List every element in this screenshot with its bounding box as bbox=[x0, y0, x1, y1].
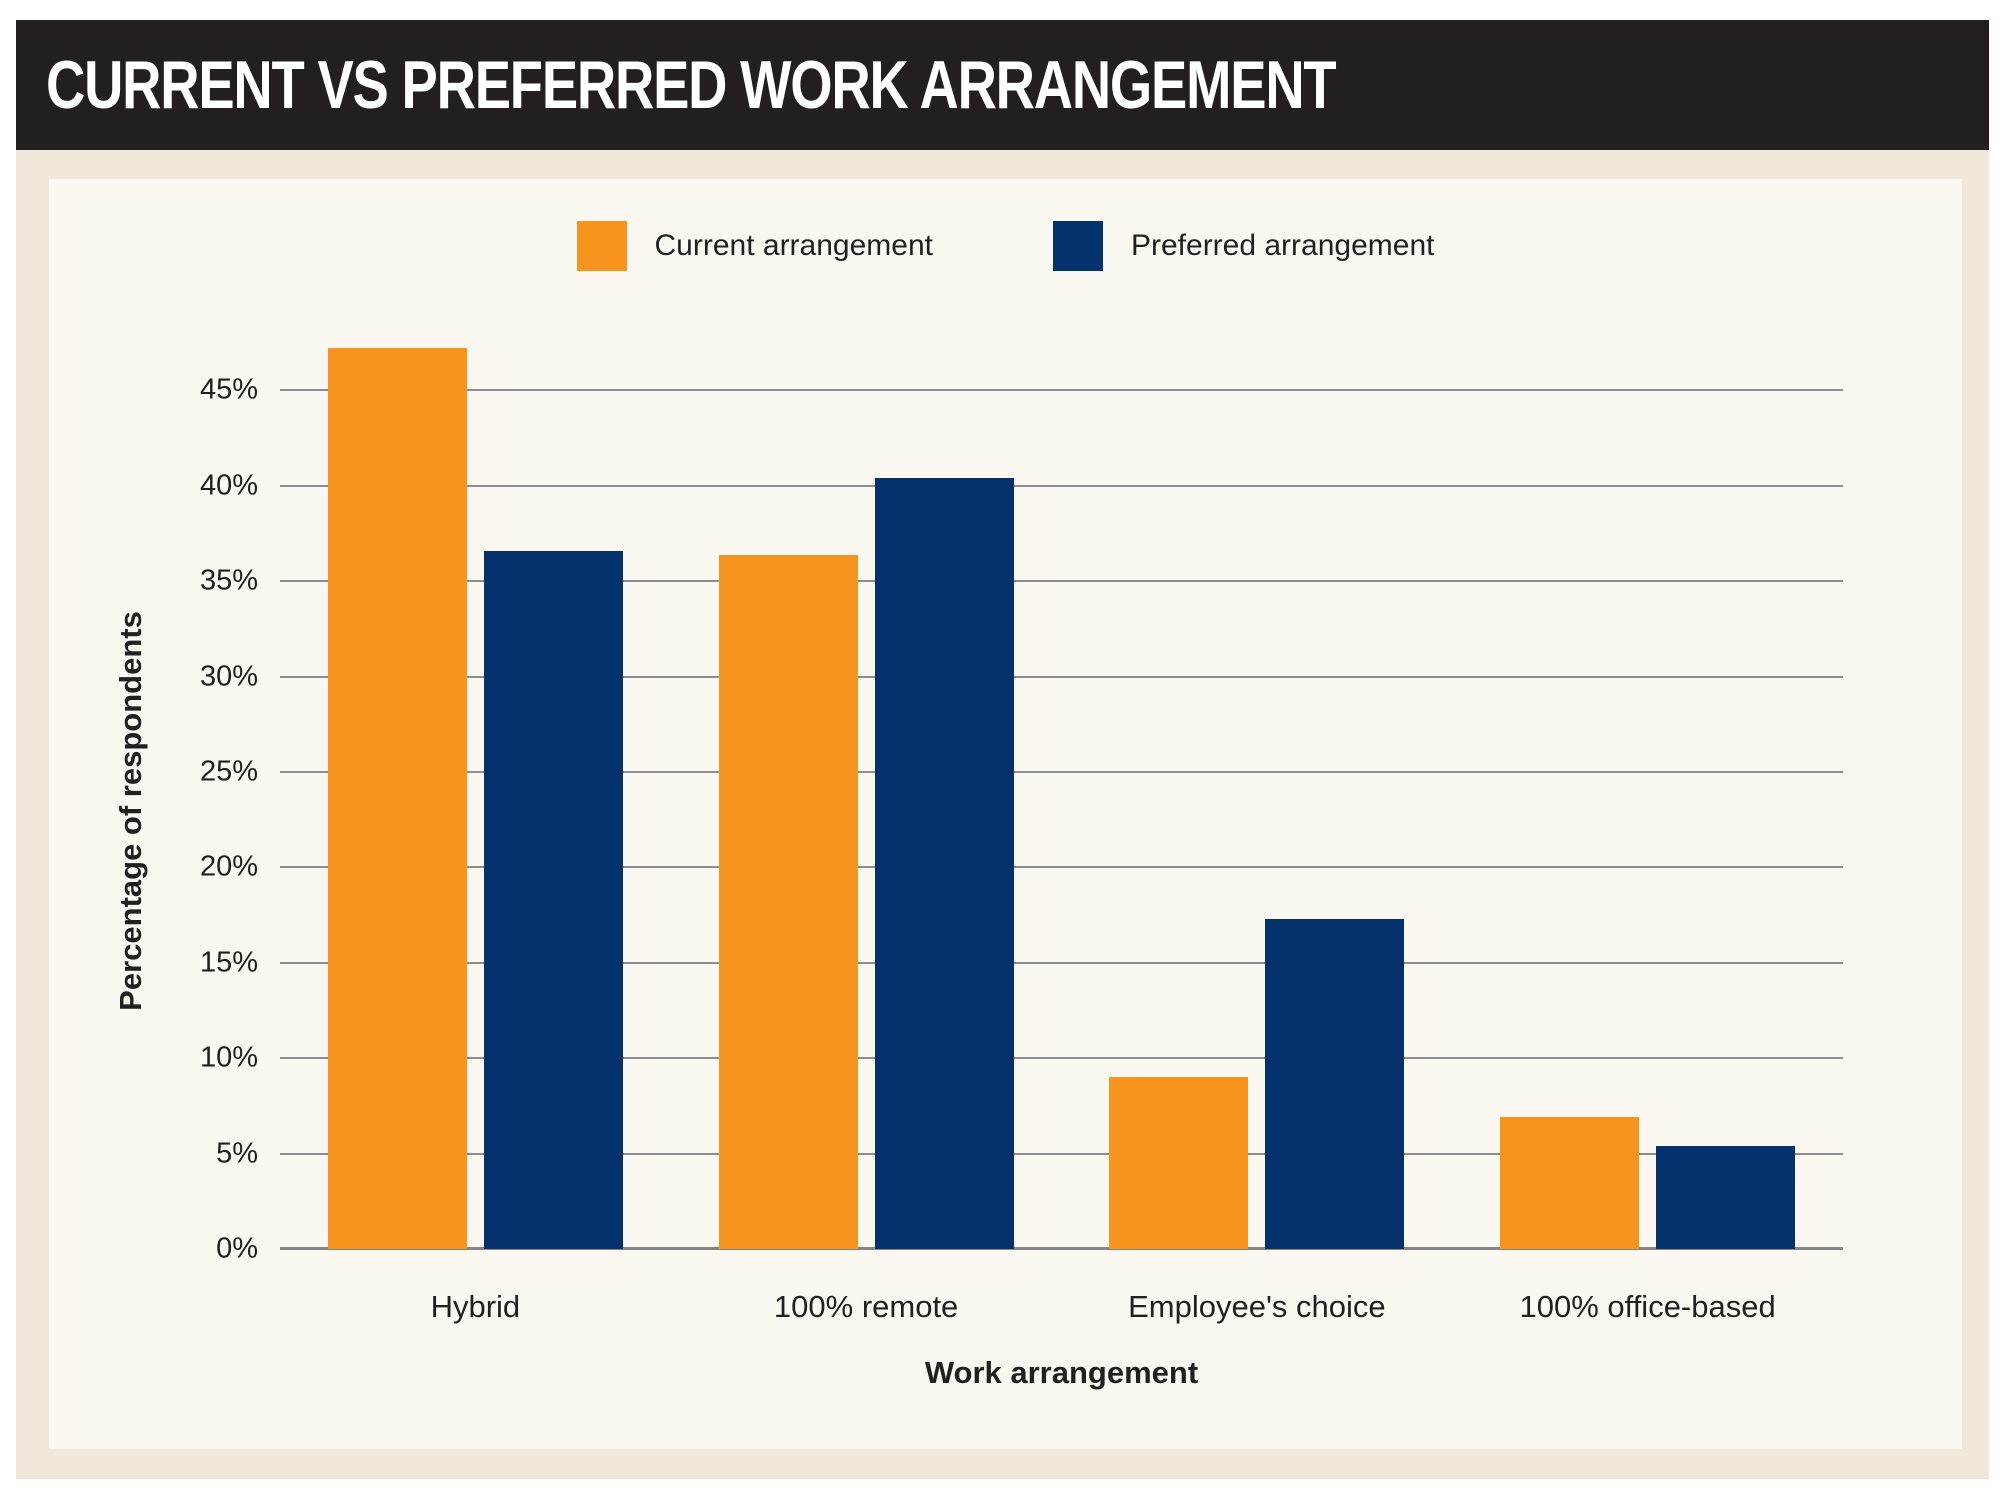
chart-panel: Current arrangement Preferred arrangemen… bbox=[49, 179, 1962, 1449]
header-bar: CURRENT VS PREFERRED WORK ARRANGEMENT bbox=[16, 20, 1989, 150]
y-tick-label: 30% bbox=[199, 660, 258, 693]
x-tick-label: Employee's choice bbox=[1128, 1289, 1386, 1324]
bar-current-1 bbox=[718, 554, 858, 1249]
chart-title: CURRENT VS PREFERRED WORK ARRANGEMENT bbox=[46, 47, 1337, 123]
legend-item-preferred: Preferred arrangement bbox=[1052, 221, 1435, 271]
y-tick-label: 0% bbox=[216, 1232, 258, 1265]
x-tick-label: 100% remote bbox=[773, 1289, 959, 1324]
bar-preferred-2 bbox=[1265, 918, 1405, 1249]
y-tick-label: 5% bbox=[216, 1137, 258, 1170]
gridline bbox=[280, 580, 1843, 583]
gridline bbox=[280, 389, 1843, 392]
x-axis-labels: Hybrid 100% remote Employee's choice 100% o… bbox=[280, 1289, 1843, 1325]
y-tick-label: 20% bbox=[199, 850, 258, 883]
x-axis-title: Work arrangement bbox=[924, 1355, 1199, 1390]
bar-group bbox=[671, 295, 1062, 1249]
gridline bbox=[280, 1152, 1843, 1155]
bar-group bbox=[280, 295, 671, 1249]
x-tick-label: Hybrid bbox=[430, 1289, 521, 1324]
y-tick-label: 25% bbox=[199, 755, 258, 788]
gridline bbox=[280, 866, 1843, 869]
gridline bbox=[280, 961, 1843, 964]
y-axis-title: Percentage of respondents bbox=[113, 611, 148, 1011]
gridline bbox=[280, 484, 1843, 487]
legend-item-current: Current arrangement bbox=[576, 221, 933, 271]
y-tick-label: 10% bbox=[199, 1041, 258, 1074]
legend-label-current: Current arrangement bbox=[654, 229, 933, 262]
x-tick-label: 100% office-based bbox=[1519, 1289, 1776, 1324]
bars-layer bbox=[280, 295, 1843, 1249]
x-axis-line bbox=[280, 1247, 1843, 1250]
legend-swatch-current bbox=[576, 221, 627, 271]
bar-preferred-0 bbox=[483, 550, 623, 1249]
plot-area: 0% 5% 10% 15% 20% 25% 30% 35% 40% 45% bbox=[200, 295, 1843, 1263]
bar-preferred-1 bbox=[874, 478, 1014, 1249]
bar-current-2 bbox=[1109, 1077, 1249, 1249]
y-tick-label: 15% bbox=[199, 946, 258, 979]
legend: Current arrangement Preferred arrangemen… bbox=[49, 221, 1962, 271]
bar-group bbox=[1062, 295, 1453, 1249]
y-tick-label: 40% bbox=[199, 469, 258, 502]
gridline bbox=[280, 1057, 1843, 1060]
y-tick-label: 45% bbox=[199, 373, 258, 406]
y-tick-label: 35% bbox=[199, 564, 258, 597]
bar-current-3 bbox=[1500, 1117, 1640, 1249]
legend-label-preferred: Preferred arrangement bbox=[1130, 229, 1435, 262]
bar-group bbox=[1452, 295, 1843, 1249]
bar-preferred-3 bbox=[1656, 1145, 1796, 1249]
gridline bbox=[280, 771, 1843, 773]
beige-frame: Current arrangement Preferred arrangemen… bbox=[16, 150, 1989, 1479]
gridline bbox=[280, 675, 1843, 678]
bar-current-0 bbox=[327, 348, 467, 1249]
legend-swatch-preferred bbox=[1052, 221, 1103, 271]
